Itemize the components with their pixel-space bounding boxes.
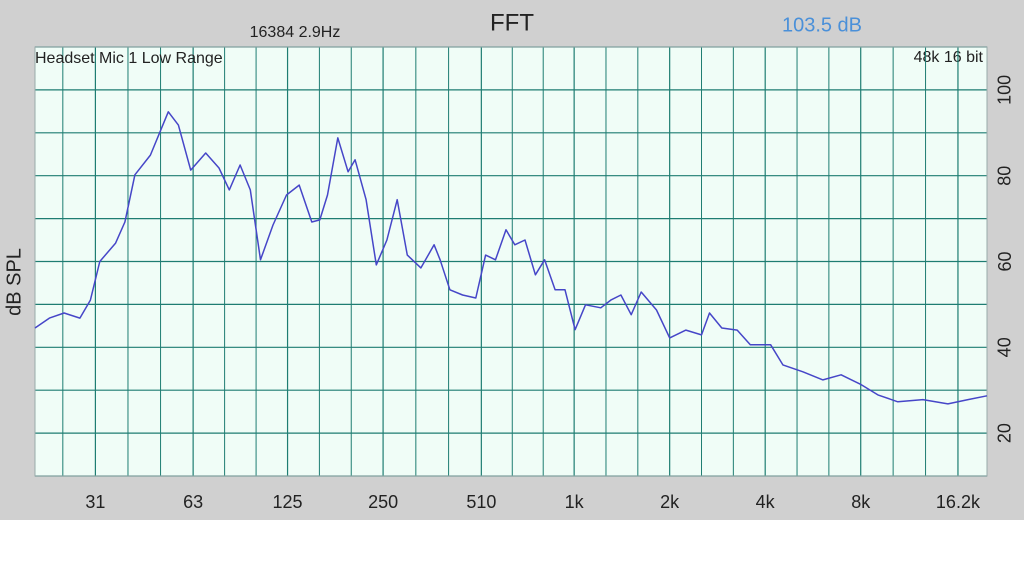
device-label: Headset Mic 1 Low Range <box>35 50 223 67</box>
format-label: 48k 16 bit <box>914 49 984 66</box>
x-tick-label: 250 <box>368 492 398 512</box>
x-tick-label: 63 <box>183 492 203 512</box>
chart-title: FFT <box>490 9 534 36</box>
x-tick-label: 8k <box>851 492 871 512</box>
plot-border <box>34 46 988 477</box>
x-tick-label: 125 <box>273 492 303 512</box>
y-tick-label: 80 <box>995 166 1015 186</box>
y-tick-label: 60 <box>995 251 1015 271</box>
x-tick-label: 16.2k <box>936 492 981 512</box>
x-tick-label: 4k <box>756 492 776 512</box>
x-tick-label: 2k <box>660 492 680 512</box>
y-tick-label: 20 <box>995 423 1015 443</box>
y-axis-label: dB SPL <box>3 248 25 316</box>
resolution-label: 16384 2.9Hz <box>250 24 341 41</box>
x-tick-label: 31 <box>85 492 105 512</box>
y-tick-label: 40 <box>995 337 1015 357</box>
spectrum-line <box>34 111 988 405</box>
x-tick-label: 510 <box>466 492 496 512</box>
level-label: 103.5 dB <box>782 14 862 36</box>
y-tick-label: 100 <box>995 75 1015 105</box>
x-tick-label: 1k <box>565 492 585 512</box>
